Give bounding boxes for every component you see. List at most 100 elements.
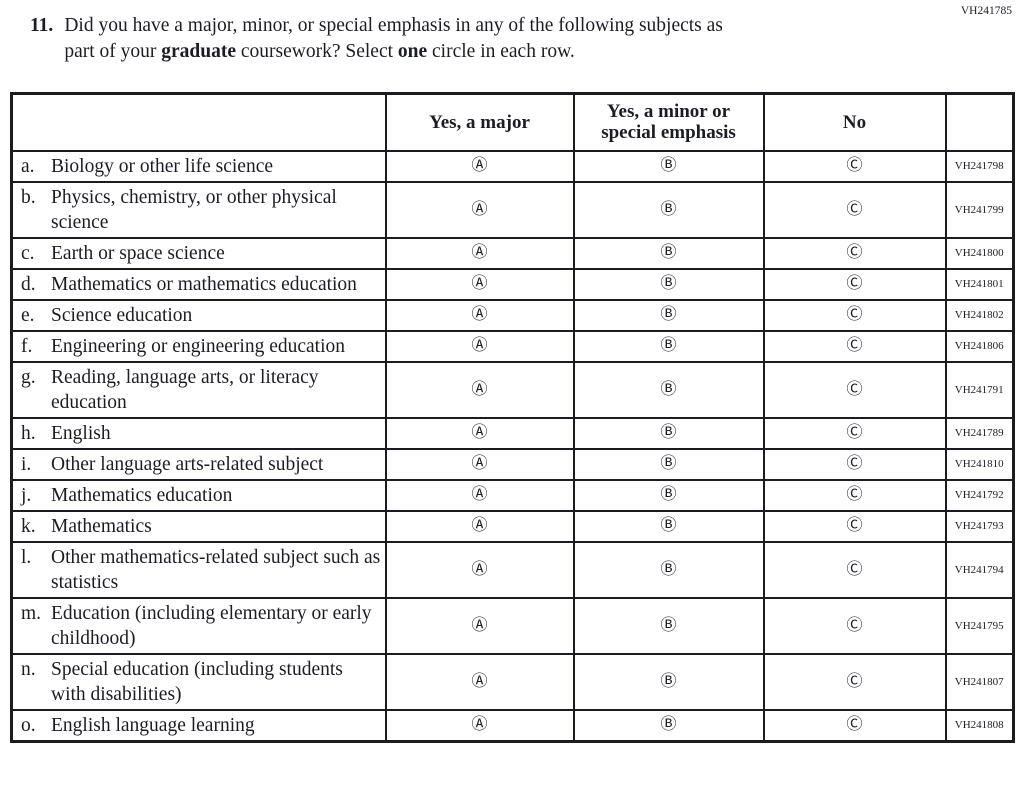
option-bubble-a[interactable]: Ⓐ <box>471 378 488 398</box>
option-bubble-b[interactable]: Ⓑ <box>660 378 677 398</box>
table-row: h. English Ⓐ Ⓑ Ⓒ VH241789 <box>10 416 1015 450</box>
row-label: Special education (including students wi… <box>51 658 343 705</box>
option-bubble-a[interactable]: Ⓐ <box>471 453 488 472</box>
option-bubble-b[interactable]: Ⓑ <box>660 515 677 534</box>
option-bubble-a[interactable]: Ⓐ <box>471 422 488 441</box>
option-bubble-c[interactable]: Ⓒ <box>846 242 863 261</box>
row-letter: h. <box>21 422 36 444</box>
option-bubble-a[interactable]: Ⓐ <box>471 304 488 323</box>
option-bubble-a[interactable]: Ⓐ <box>471 155 488 174</box>
row-code: VH241795 <box>944 596 1015 655</box>
row-label: Other language arts-related subject <box>51 453 324 475</box>
option-bubble-b[interactable]: Ⓑ <box>660 198 677 218</box>
option-bubble-b[interactable]: Ⓑ <box>660 714 677 733</box>
table-row: j. Mathematics education Ⓐ Ⓑ Ⓒ VH241792 <box>10 478 1015 512</box>
option-bubble-b[interactable]: Ⓑ <box>660 304 677 323</box>
form-code: VH241785 <box>960 5 1012 17</box>
option-bubble-c[interactable]: Ⓒ <box>846 155 863 174</box>
row-label: Biology or other life science <box>51 155 274 177</box>
row-letter: e. <box>21 304 35 326</box>
option-bubble-a[interactable]: Ⓐ <box>471 242 488 261</box>
column-header-no: No <box>762 92 947 152</box>
option-bubble-b[interactable]: Ⓑ <box>660 484 677 503</box>
row-letter: m. <box>21 602 42 624</box>
option-bubble-c[interactable]: Ⓒ <box>846 378 863 398</box>
option-bubble-a[interactable]: Ⓐ <box>471 335 488 354</box>
option-bubble-c[interactable]: Ⓒ <box>846 273 863 292</box>
option-bubble-b[interactable]: Ⓑ <box>660 242 677 261</box>
option-bubble-c[interactable]: Ⓒ <box>846 198 863 218</box>
option-bubble-c[interactable]: Ⓒ <box>846 714 863 733</box>
option-bubble-a[interactable]: Ⓐ <box>471 198 488 218</box>
row-letter: f. <box>21 335 33 357</box>
row-label: Physics, chemistry, or other physical sc… <box>51 186 337 233</box>
table-header-row: Yes, a major Yes, a minor or special emp… <box>10 92 1015 152</box>
option-bubble-c[interactable]: Ⓒ <box>846 484 863 503</box>
question-number: 11. <box>30 15 54 36</box>
option-bubble-a[interactable]: Ⓐ <box>471 515 488 534</box>
row-label: Science education <box>51 304 193 326</box>
option-bubble-c[interactable]: Ⓒ <box>846 670 863 690</box>
row-code: VH241791 <box>944 360 1015 419</box>
option-bubble-c[interactable]: Ⓒ <box>846 422 863 441</box>
row-letter: a. <box>21 155 35 177</box>
row-code: VH241792 <box>944 478 1015 512</box>
row-label: English <box>51 422 111 444</box>
row-label: Mathematics or mathematics education <box>51 273 357 295</box>
column-header-yes-minor-special: Yes, a minor or special emphasis <box>572 92 765 152</box>
option-bubble-a[interactable]: Ⓐ <box>471 558 488 578</box>
row-label: Mathematics education <box>51 484 233 506</box>
option-bubble-b[interactable]: Ⓑ <box>660 155 677 174</box>
option-bubble-c[interactable]: Ⓒ <box>846 614 863 634</box>
option-bubble-b[interactable]: Ⓑ <box>660 558 677 578</box>
row-letter: c. <box>21 242 35 264</box>
option-bubble-b[interactable]: Ⓑ <box>660 422 677 441</box>
row-letter: g. <box>21 366 36 388</box>
table-row: a. Biology or other life science Ⓐ Ⓑ Ⓒ V… <box>10 149 1015 183</box>
question-text: Did you have a major, minor, or special … <box>64 15 723 62</box>
row-letter: i. <box>21 453 32 475</box>
row-code: VH241798 <box>944 149 1015 183</box>
row-code: VH241810 <box>944 447 1015 481</box>
option-bubble-a[interactable]: Ⓐ <box>471 614 488 634</box>
table-row: c. Earth or space science Ⓐ Ⓑ Ⓒ VH241800 <box>10 236 1015 270</box>
table-row: n. Special education (including students… <box>10 652 1015 711</box>
option-bubble-b[interactable]: Ⓑ <box>660 453 677 472</box>
table-row: e. Science education Ⓐ Ⓑ Ⓒ VH241802 <box>10 298 1015 332</box>
option-bubble-b[interactable]: Ⓑ <box>660 614 677 634</box>
option-bubble-a[interactable]: Ⓐ <box>471 714 488 733</box>
table-row: i. Other language arts-related subject Ⓐ… <box>10 447 1015 481</box>
option-bubble-c[interactable]: Ⓒ <box>846 558 863 578</box>
row-letter: k. <box>21 515 36 537</box>
row-label: Reading, language arts, or literacy educ… <box>51 366 319 413</box>
table-row: g. Reading, language arts, or literacy e… <box>10 360 1015 419</box>
row-letter: o. <box>21 714 36 736</box>
option-bubble-b[interactable]: Ⓑ <box>660 273 677 292</box>
option-bubble-a[interactable]: Ⓐ <box>471 273 488 292</box>
table-row: m. Education (including elementary or ea… <box>10 596 1015 655</box>
column-header-code-blank <box>944 92 1015 152</box>
row-code: VH241794 <box>944 540 1015 599</box>
subjects-table: Yes, a major Yes, a minor or special emp… <box>10 92 1015 743</box>
row-code: VH241793 <box>944 509 1015 543</box>
row-code: VH241801 <box>944 267 1015 301</box>
option-bubble-c[interactable]: Ⓒ <box>846 515 863 534</box>
row-letter: n. <box>21 658 36 680</box>
row-label: Engineering or engineering education <box>51 335 346 357</box>
table-row: l. Other mathematics-related subject suc… <box>10 540 1015 599</box>
option-bubble-b[interactable]: Ⓑ <box>660 335 677 354</box>
row-label: English language learning <box>51 714 255 736</box>
option-bubble-a[interactable]: Ⓐ <box>471 670 488 690</box>
table-row: o. English language learning Ⓐ Ⓑ Ⓒ VH241… <box>10 708 1015 742</box>
row-letter: l. <box>21 546 32 568</box>
option-bubble-b[interactable]: Ⓑ <box>660 670 677 690</box>
option-bubble-c[interactable]: Ⓒ <box>846 453 863 472</box>
row-label: Earth or space science <box>51 242 225 264</box>
option-bubble-c[interactable]: Ⓒ <box>846 335 863 354</box>
row-code: VH241800 <box>944 236 1015 270</box>
row-label: Mathematics <box>51 515 152 537</box>
option-bubble-a[interactable]: Ⓐ <box>471 484 488 503</box>
option-bubble-c[interactable]: Ⓒ <box>846 304 863 323</box>
row-code: VH241799 <box>944 180 1015 239</box>
question-block: 11. Did you have a major, minor, or spec… <box>30 13 910 65</box>
